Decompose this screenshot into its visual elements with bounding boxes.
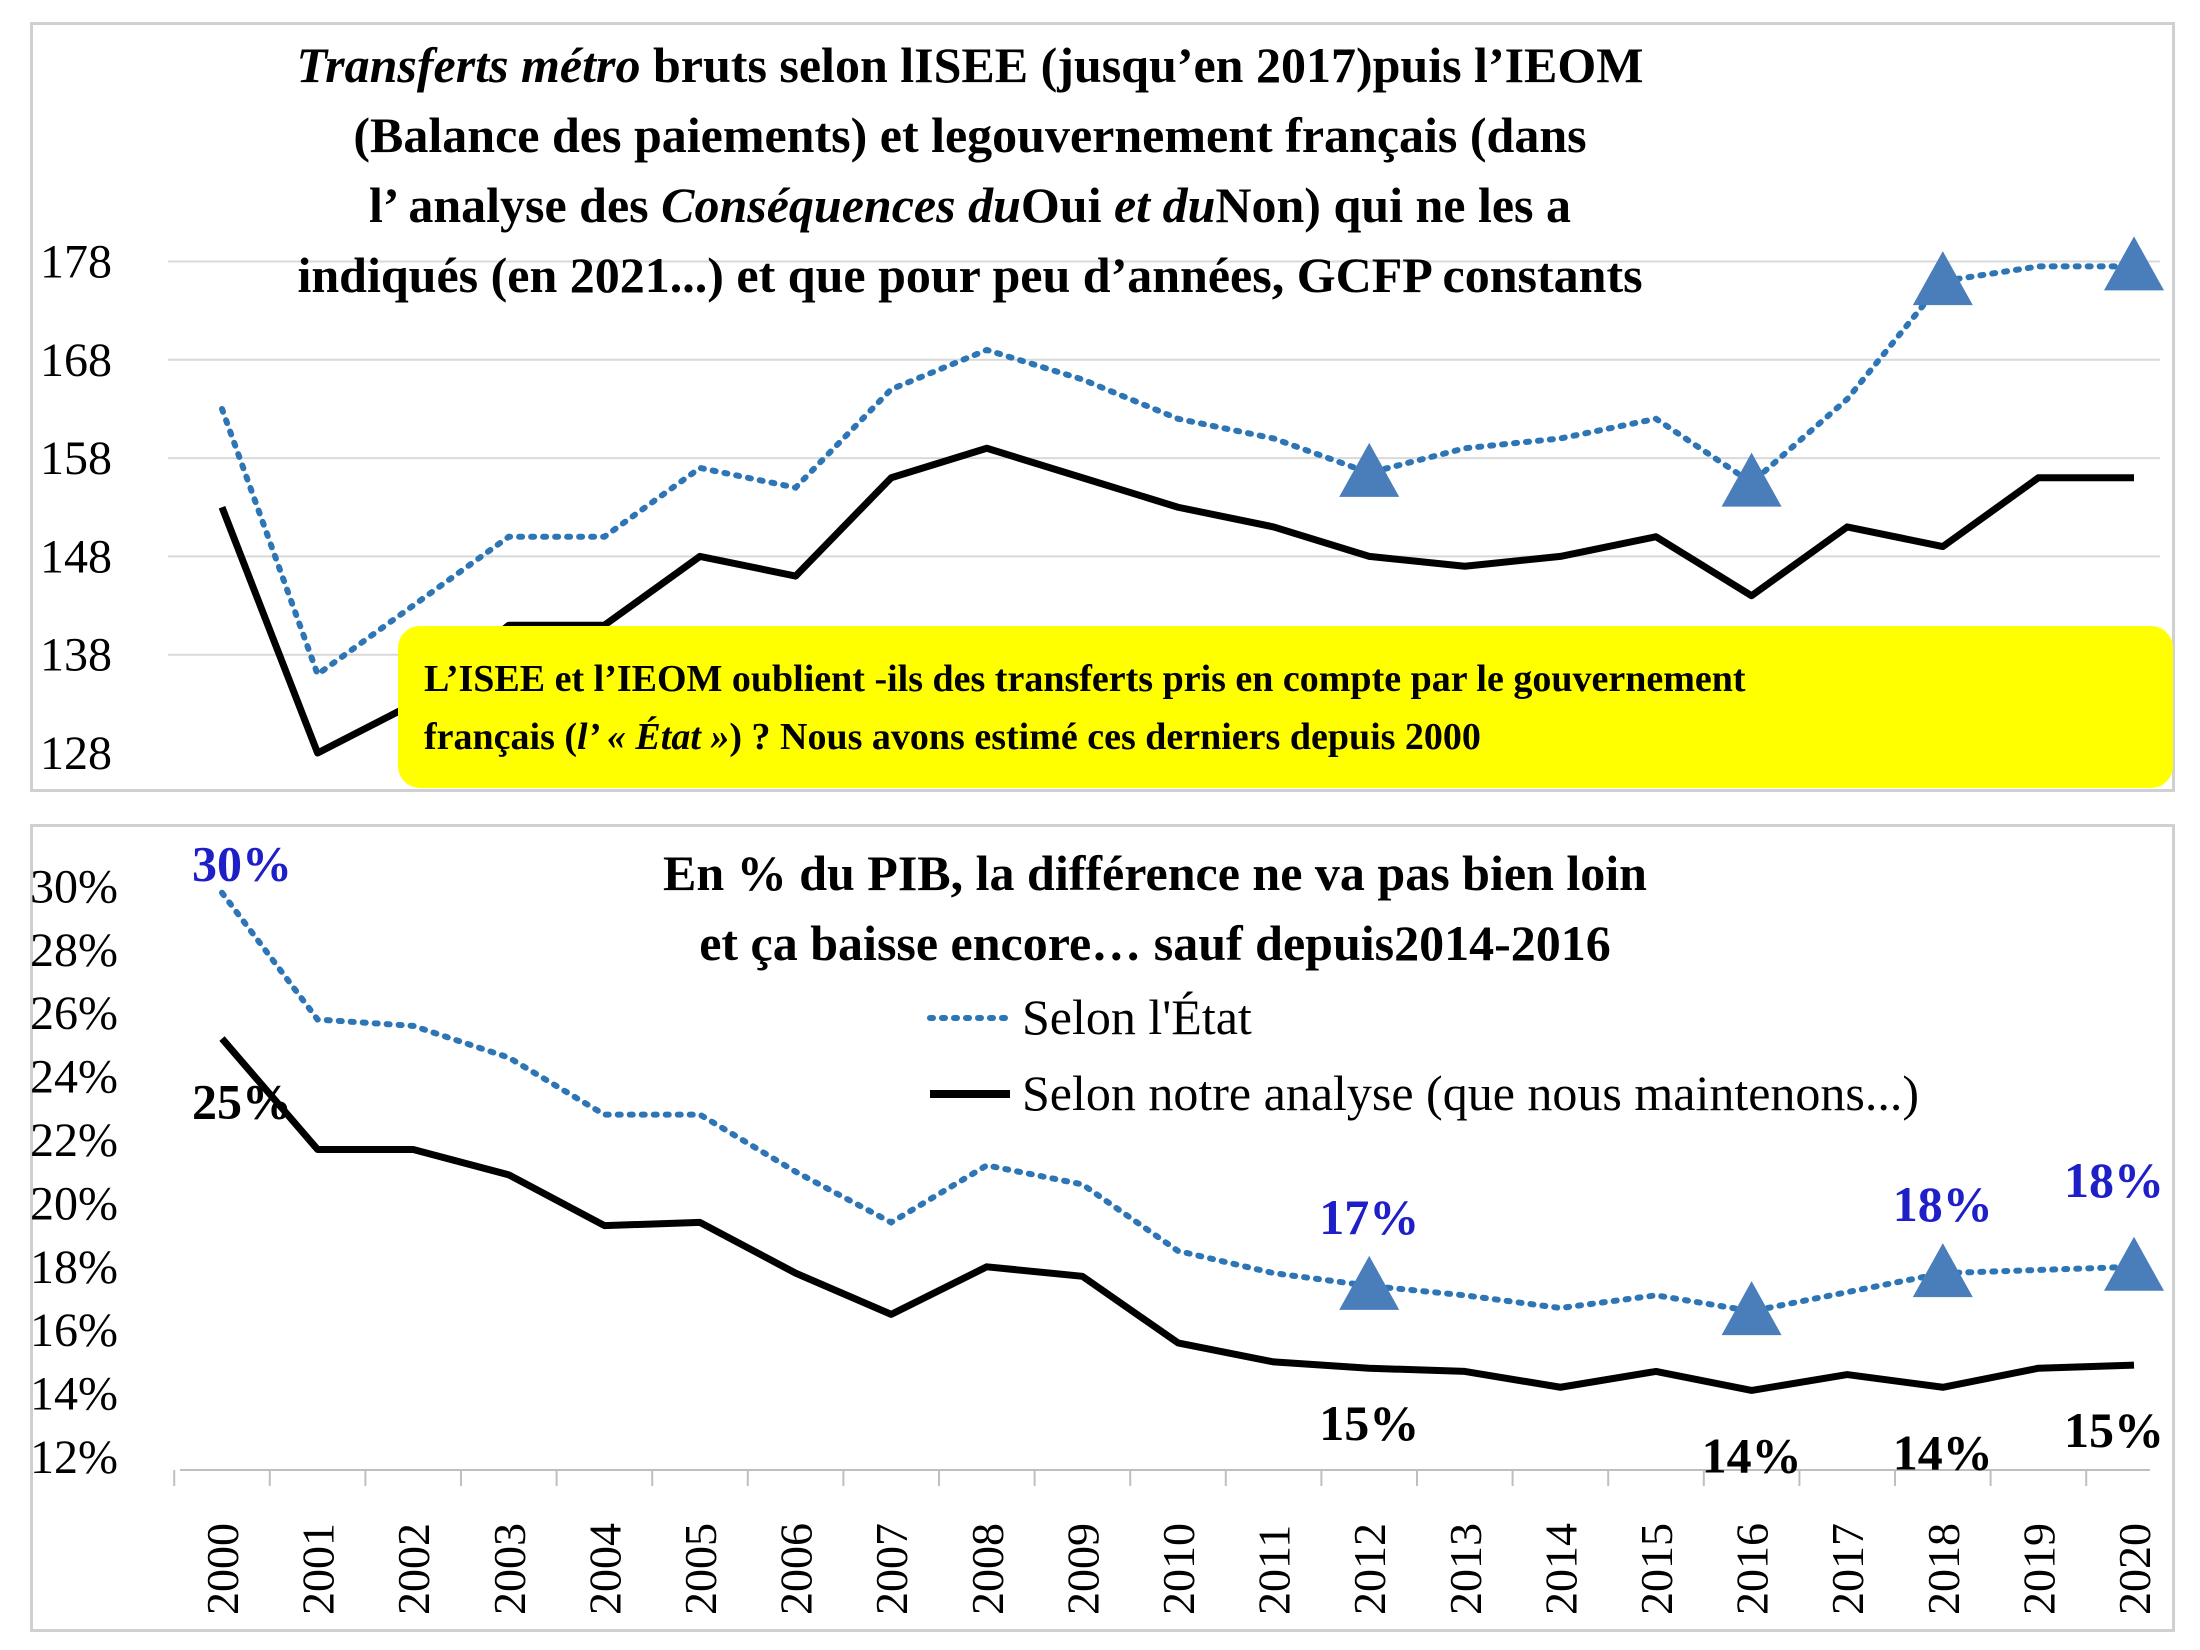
bottom-x-axis: 2000 2001 2002 2003 2004 2005 2006 2007 2008 2009…: [173, 1469, 2160, 1615]
x-tick-label: 2009: [1057, 1523, 1108, 1615]
x-tick-label: 2018: [1918, 1523, 1969, 1615]
x-tick-label: 2013: [1440, 1523, 1491, 1615]
top-title-line3d: et du: [1113, 177, 1216, 233]
bottom-y-tick-label: 26%: [30, 987, 118, 1040]
bottom-y-tick-label: 12%: [30, 1431, 118, 1484]
bottom-title-line2: et ça baisse encore… sauf depuis2014-201…: [699, 915, 1611, 971]
x-tick-label: 2012: [1344, 1523, 1395, 1615]
x-tick-label: 2001: [293, 1523, 344, 1615]
top-y-tick-label: 148: [40, 530, 112, 583]
top-series-etat-line: [219, 263, 2137, 680]
top-series: [218, 236, 2164, 757]
legend: Selon l'État Selon notre analyse (que nou…: [927, 989, 1919, 1121]
callout-box: L’ISEE et l’IEOM oublient -ils des trans…: [398, 626, 2173, 788]
x-tick-label: 2019: [2013, 1523, 2064, 1615]
bottom-series-analyse-line: [219, 1036, 2135, 1394]
x-tick-label: 2007: [866, 1523, 917, 1615]
data-label: 25%: [192, 1074, 292, 1130]
top-title-line3a: l’ analyse des: [368, 177, 662, 233]
bottom-title-line1: En % du PIB, la différence ne va pas bie…: [663, 845, 1647, 901]
bottom-y-tick-label: 18%: [30, 1241, 118, 1294]
bottom-y-tick-label: 30%: [30, 860, 118, 913]
bottom-y-axis: 12% 14% 16% 18% 20% 22% 24% 26% 28% 30%: [30, 860, 118, 1484]
data-label: 15%: [2064, 1402, 2164, 1458]
data-label: 15%: [1319, 1395, 1419, 1451]
top-title-line2: (Balance des paiements) et legouvernemen…: [353, 107, 1587, 163]
callout-line2a: français (: [424, 716, 578, 758]
x-tick-label: 2010: [1153, 1523, 1204, 1615]
bottom-y-tick-label: 16%: [30, 1304, 118, 1357]
top-y-tick-label: 178: [40, 236, 112, 289]
data-label: 18%: [1893, 1176, 1993, 1232]
x-tick-label: 2005: [675, 1523, 726, 1615]
top-title-line1: bruts selon lISEE (jusqu’en 2017)puis l’…: [640, 37, 1644, 93]
bottom-chart-title: En % du PIB, la différence ne va pas bie…: [430, 838, 1880, 978]
top-title-line3b: Conséquences du: [661, 177, 1021, 233]
x-tick-label: 2002: [388, 1523, 439, 1615]
bottom-y-tick-label: 20%: [30, 1177, 118, 1230]
top-y-tick-label: 158: [40, 432, 112, 485]
triangle-marker: [1339, 442, 1400, 497]
callout-line2b: l’ « État »: [577, 716, 730, 758]
data-label: 30%: [192, 836, 292, 892]
top-series-analyse-line: [218, 444, 2134, 757]
callout-line2c: ) ? Nous avons estimé ces derniers depui…: [729, 716, 1481, 758]
bottom-series-etat-line: [219, 889, 2137, 1315]
x-tick-label: 2017: [1822, 1523, 1873, 1615]
top-title-line4: indiqués (en 2021...) et que pour peu d’…: [297, 247, 1643, 303]
bottom-chart-panel: [30, 824, 2175, 1632]
bottom-point-etat: [508, 1057, 510, 1059]
triangle-marker: [1339, 1255, 1400, 1310]
bottom-y-tick-label: 14%: [30, 1368, 118, 1421]
triangle-marker: [1721, 452, 1782, 507]
triangle-marker: [2104, 236, 2164, 291]
x-tick-label: 2006: [771, 1523, 822, 1615]
bottom-series: [219, 889, 2164, 1394]
top-title-line3c: Oui: [1020, 177, 1114, 233]
x-tick-label: 2014: [1535, 1523, 1586, 1615]
x-tick-label: 2008: [962, 1523, 1013, 1615]
bottom-y-tick-label: 28%: [30, 924, 118, 977]
x-tick-label: 2003: [484, 1523, 535, 1615]
x-tick-label: 2020: [2109, 1523, 2160, 1615]
triangle-marker: [1912, 251, 1973, 306]
bottom-y-tick-label: 22%: [30, 1114, 118, 1167]
x-tick-label: 2004: [579, 1523, 630, 1615]
triangle-marker: [1721, 1281, 1782, 1336]
top-y-tick-label: 128: [40, 727, 112, 780]
legend-label-etat: Selon l'État: [1022, 989, 1252, 1045]
bottom-data-labels: 30% 25% 17% 18% 18% 15% 14% 14% 15%: [192, 836, 2164, 1484]
x-tick-label: 2000: [197, 1523, 248, 1615]
top-y-tick-label: 168: [40, 334, 112, 387]
data-label: 14%: [1702, 1427, 1802, 1483]
top-y-axis: 128 138 148 158 168 178: [40, 236, 112, 781]
top-chart-title: Transferts métro bruts selon lISEE (jusq…: [110, 30, 1830, 310]
bottom-y-tick-label: 24%: [30, 1051, 118, 1104]
top-title-italic: Transferts métro: [296, 37, 641, 93]
top-gridlines: [168, 260, 2160, 656]
x-tick-label: 2011: [1249, 1525, 1300, 1615]
data-label: 17%: [1319, 1189, 1419, 1245]
x-tick-label: 2015: [1631, 1523, 1682, 1615]
triangle-marker: [2104, 1236, 2164, 1291]
x-tick-label: 2016: [1727, 1523, 1778, 1615]
top-y-tick-label: 138: [40, 629, 112, 682]
legend-label-analyse: Selon notre analyse (que nous maintenons…: [1022, 1065, 1919, 1121]
triangle-marker: [1912, 1243, 1973, 1298]
top-title-line3e: Non) qui ne les a: [1215, 177, 1572, 233]
callout-line1: L’ISEE et l’IEOM oublient -ils des trans…: [424, 658, 1746, 700]
data-label: 14%: [1893, 1424, 1993, 1480]
data-label: 18%: [2064, 1152, 2164, 1208]
